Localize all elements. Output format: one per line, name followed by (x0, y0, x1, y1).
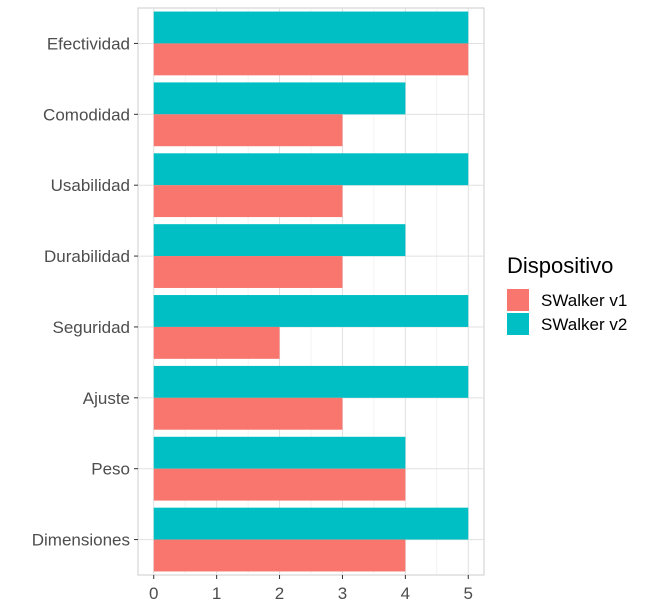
y-tick-label: Durabilidad (44, 247, 130, 266)
bar-swalker-v2 (153, 507, 469, 540)
bar-swalker-v2 (153, 295, 469, 327)
y-tick-label: Efectividad (47, 34, 130, 53)
x-tick-label: 0 (149, 584, 158, 603)
bar-swalker-v1 (153, 539, 406, 572)
x-axis-ticks: 0 1 2 3 4 5 (149, 575, 473, 603)
legend-label: SWalker v1 (541, 291, 627, 310)
y-tick-label: Peso (91, 460, 130, 479)
bar-swalker-v1 (153, 397, 343, 430)
bar-swalker-v1 (153, 114, 343, 147)
bar-swalker-v2 (153, 436, 406, 469)
x-tick-label: 4 (401, 584, 410, 603)
bar-swalker-v1 (153, 326, 280, 359)
legend-swatch (507, 289, 529, 311)
y-tick-label: Seguridad (52, 318, 130, 337)
legend: Dispositivo SWalker v1 SWalker v2 (507, 253, 627, 335)
y-tick-label: Dimensiones (32, 531, 130, 550)
legend-label: SWalker v2 (541, 315, 627, 334)
bar-swalker-v1 (153, 185, 343, 218)
bar-swalker-v2 (153, 224, 406, 257)
bars-group (153, 11, 469, 572)
bar-swalker-v2 (153, 11, 469, 44)
legend-swatch (507, 313, 529, 335)
y-tick-label: Ajuste (83, 389, 130, 408)
y-axis-ticks: Efectividad Comodidad Usabilidad Durabilida… (32, 34, 138, 550)
bar-swalker-v1 (153, 256, 343, 288)
y-tick-label: Usabilidad (51, 176, 130, 195)
x-tick-label: 1 (212, 584, 221, 603)
legend-title: Dispositivo (507, 253, 613, 278)
bar-swalker-v2 (153, 82, 406, 115)
legend-items: SWalker v1 SWalker v2 (507, 289, 627, 335)
bar-swalker-v2 (153, 365, 469, 398)
y-tick-label: Comodidad (43, 105, 130, 124)
x-tick-label: 3 (338, 584, 347, 603)
bar-swalker-v1 (153, 43, 469, 76)
bar-swalker-v2 (153, 153, 469, 186)
x-tick-label: 5 (464, 584, 473, 603)
x-tick-label: 2 (275, 584, 284, 603)
bar-swalker-v1 (153, 468, 406, 501)
